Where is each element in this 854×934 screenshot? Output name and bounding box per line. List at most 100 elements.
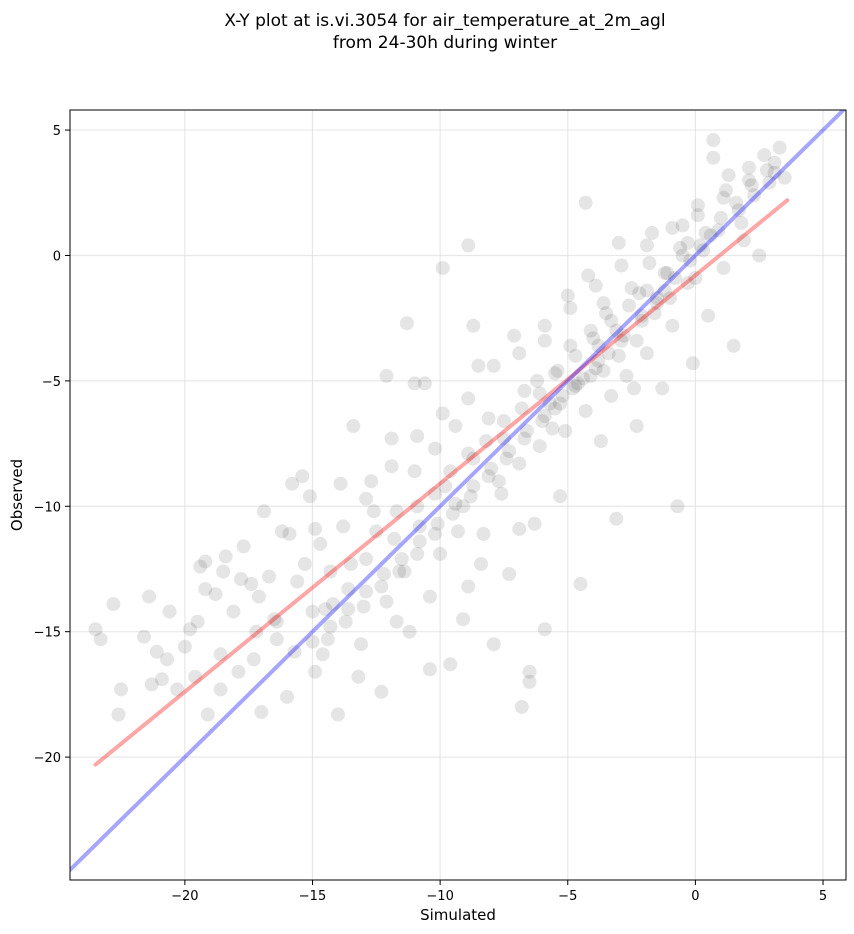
data-point: [333, 476, 348, 491]
data-point: [407, 376, 422, 391]
data-point: [177, 639, 192, 654]
data-point: [555, 388, 570, 403]
data-point: [496, 414, 511, 428]
data-point: [593, 434, 608, 449]
data-point: [491, 474, 506, 489]
data-point: [721, 168, 736, 183]
data-point: [759, 163, 774, 178]
data-point: [389, 614, 404, 629]
data-point: [660, 266, 675, 280]
data-point: [777, 170, 792, 185]
y-tick-label: 5: [53, 124, 61, 139]
data-point: [481, 469, 496, 484]
data-point: [688, 271, 703, 285]
data-point: [154, 672, 169, 687]
chart-subtitle: from 24-30h during winter: [333, 33, 557, 53]
data-point: [535, 414, 550, 428]
data-point: [634, 308, 649, 323]
data-point: [336, 519, 351, 534]
data-point: [604, 388, 619, 403]
data-point: [591, 353, 606, 368]
data-point: [560, 288, 575, 303]
data-point: [443, 657, 458, 672]
data-point: [619, 368, 634, 383]
data-point: [392, 564, 407, 579]
data-point: [111, 707, 126, 722]
data-point: [267, 612, 282, 627]
data-point: [302, 489, 317, 504]
data-point: [338, 614, 353, 629]
data-point: [456, 499, 471, 514]
data-point: [356, 599, 371, 614]
data-point: [397, 564, 412, 579]
data-point: [502, 567, 517, 581]
data-point: [445, 506, 460, 521]
data-point: [308, 664, 323, 679]
data-point: [213, 647, 228, 662]
data-point: [767, 155, 782, 170]
data-point: [262, 569, 277, 584]
data-point: [642, 256, 657, 270]
data-point: [632, 286, 647, 301]
data-point: [438, 479, 453, 494]
data-point: [668, 271, 682, 285]
data-point: [407, 464, 422, 479]
data-point: [412, 519, 427, 534]
data-point: [170, 682, 185, 697]
data-point: [466, 451, 481, 466]
data-point: [359, 491, 374, 506]
data-point: [466, 479, 481, 494]
data-point: [747, 188, 762, 203]
data-point: [670, 499, 685, 514]
data-point: [244, 577, 259, 591]
data-point: [295, 469, 310, 484]
data-point: [716, 190, 731, 205]
data-point: [466, 318, 481, 333]
data-point: [563, 301, 578, 316]
data-point: [269, 632, 284, 647]
data-point: [729, 195, 744, 210]
data-point: [499, 451, 514, 466]
data-point: [213, 682, 228, 697]
data-point: [583, 323, 598, 338]
data-point: [486, 637, 501, 652]
data-point: [604, 313, 619, 328]
data-point: [198, 554, 213, 569]
data-point: [527, 516, 542, 531]
data-point: [287, 644, 302, 659]
data-point: [502, 444, 517, 459]
regression-line: [93, 198, 790, 767]
data-point: [690, 198, 705, 213]
data-point: [713, 210, 728, 225]
data-point: [448, 496, 463, 511]
data-point: [650, 296, 665, 311]
data-point: [639, 283, 654, 298]
data-point: [410, 429, 425, 444]
data-point: [402, 624, 417, 639]
x-tick-label: −15: [299, 889, 326, 904]
data-point: [379, 368, 394, 383]
data-point: [550, 363, 565, 378]
data-point: [757, 148, 772, 163]
data-point: [305, 604, 320, 619]
data-point: [532, 386, 547, 401]
grid-lines: [70, 110, 846, 880]
data-point: [341, 602, 356, 617]
data-point: [742, 173, 756, 188]
data-point: [514, 401, 529, 416]
data-point: [548, 366, 562, 381]
data-point: [448, 419, 463, 433]
data-point: [325, 597, 340, 612]
data-point: [142, 589, 157, 604]
data-point: [389, 504, 404, 519]
x-tick-label: 0: [691, 889, 699, 904]
data-point: [430, 516, 445, 531]
data-point: [767, 165, 782, 180]
data-point: [537, 409, 552, 423]
x-axis-label: Simulated: [420, 906, 496, 924]
data-point: [320, 632, 335, 647]
data-point: [542, 396, 557, 411]
data-point: [683, 253, 698, 268]
data-point: [512, 521, 527, 536]
data-point: [88, 622, 103, 637]
